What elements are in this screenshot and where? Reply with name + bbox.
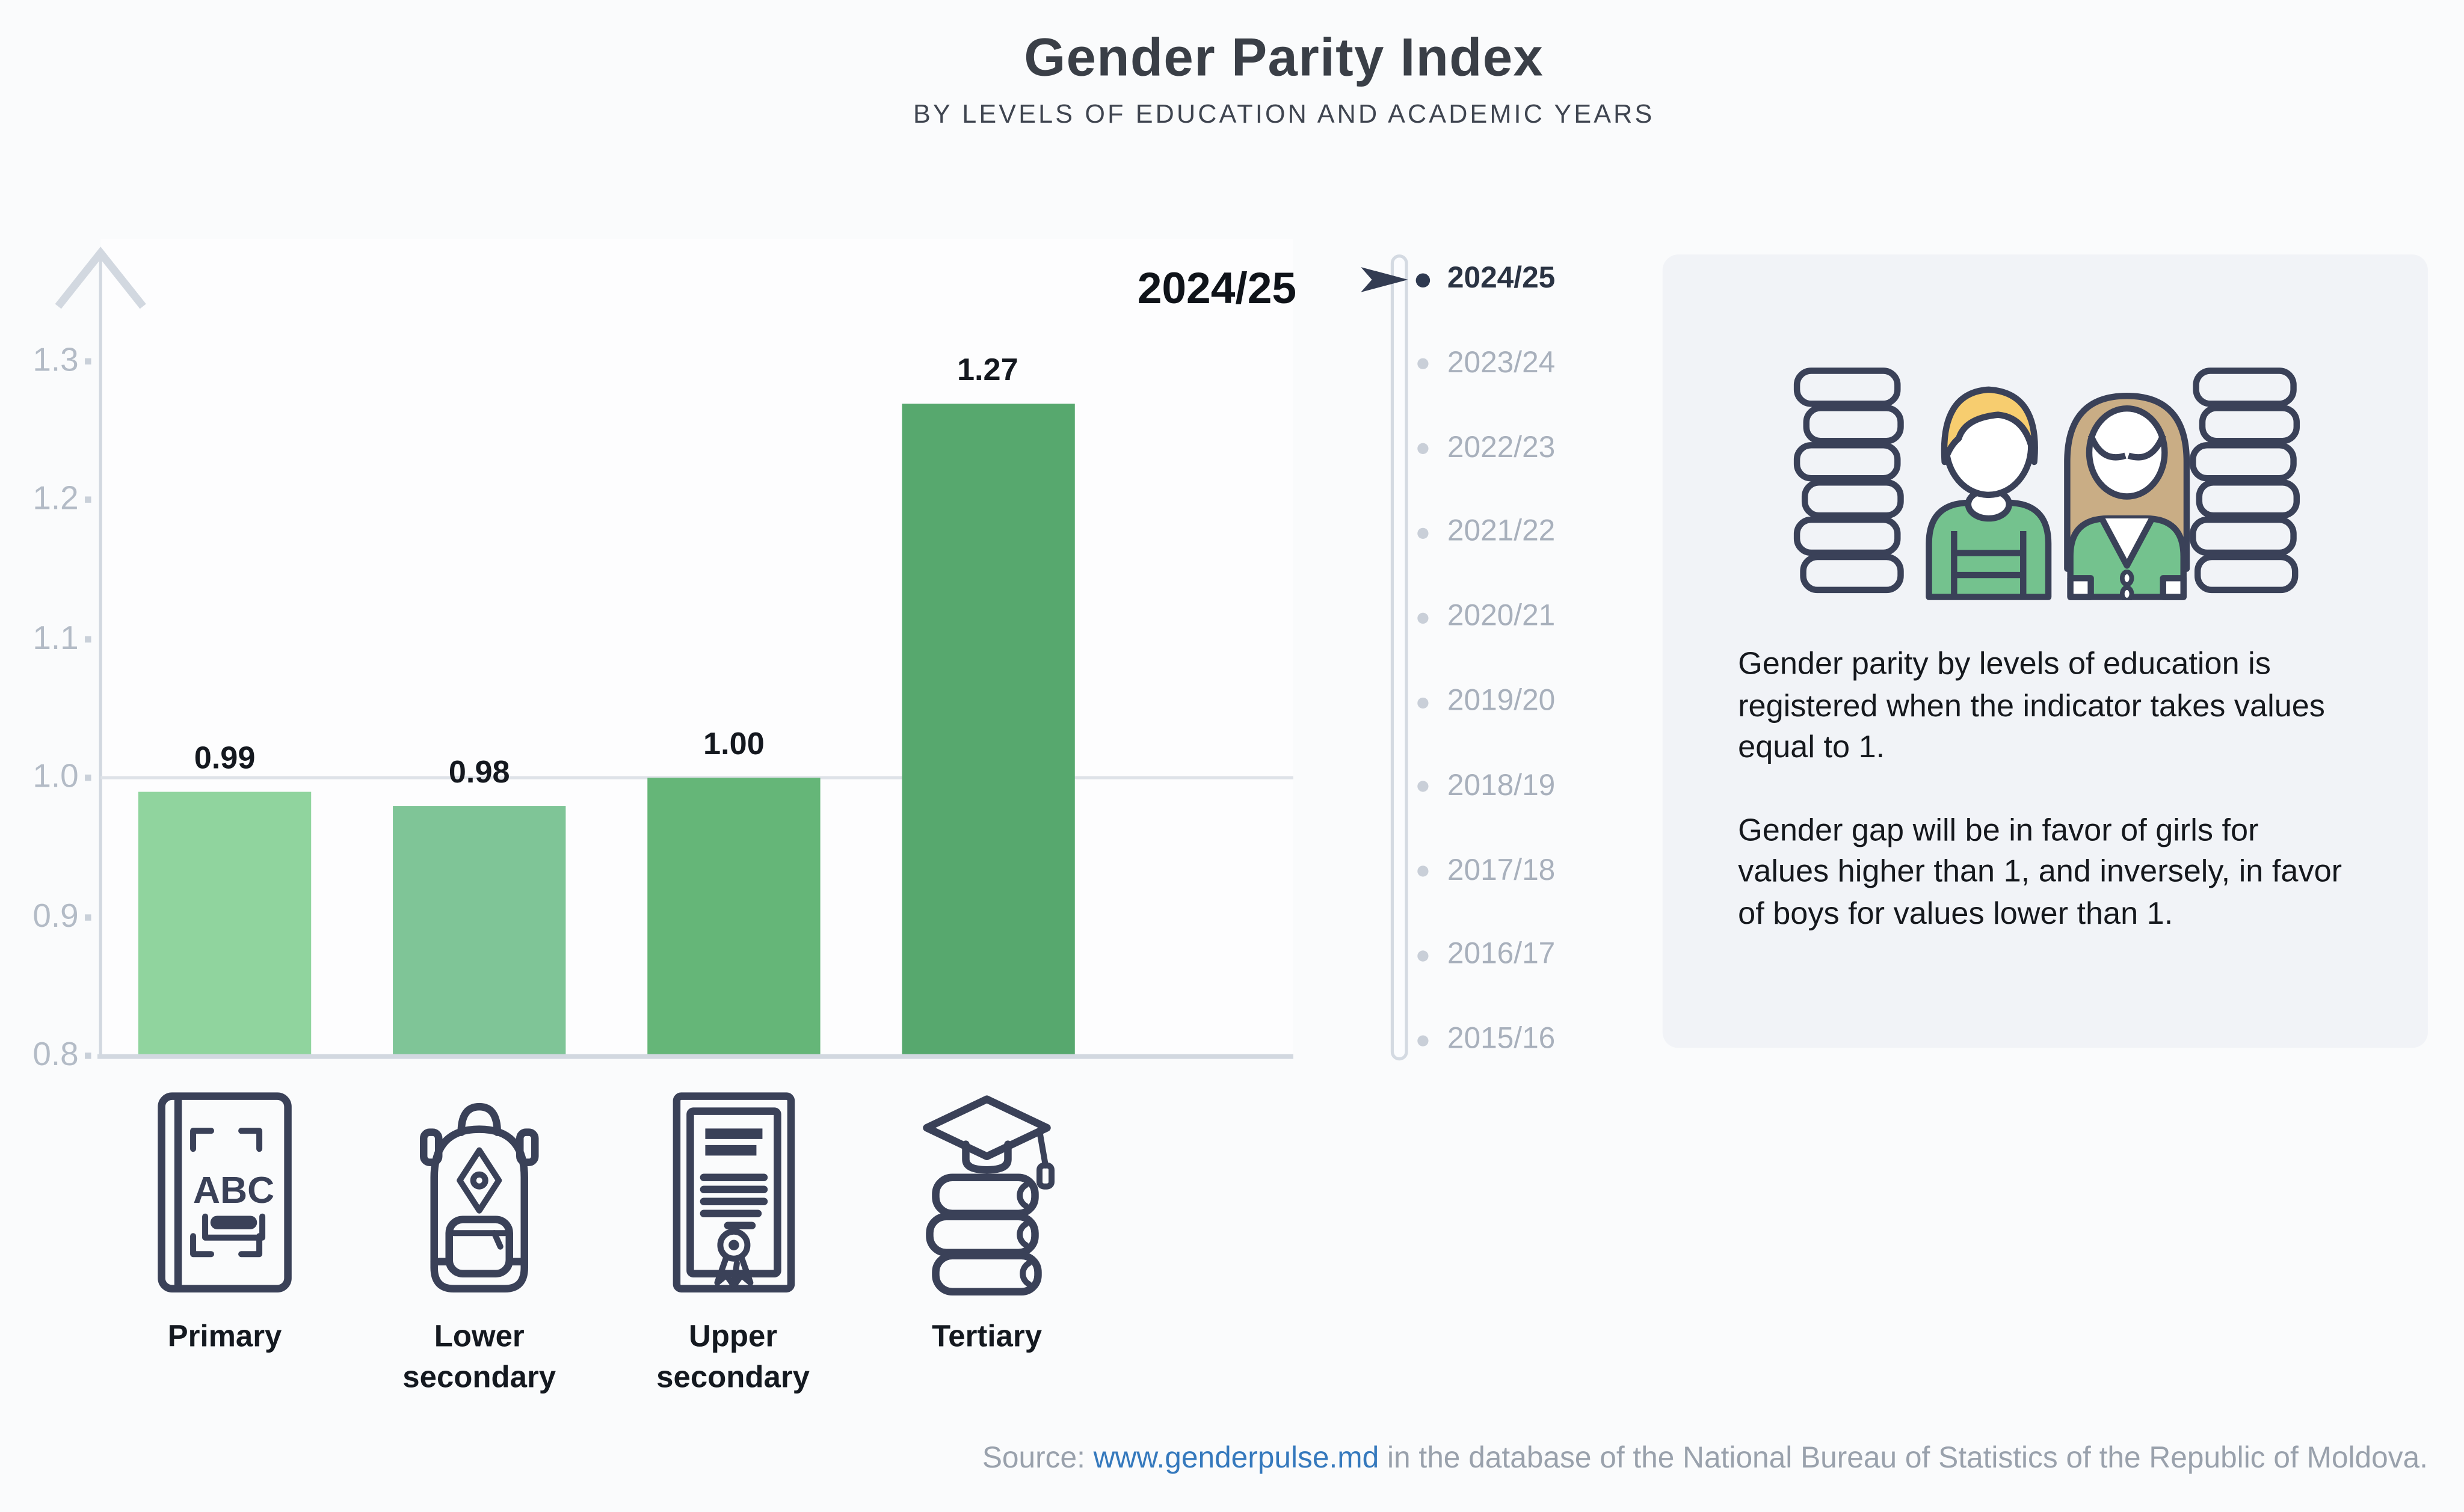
timeline-dot bbox=[1416, 1034, 1428, 1046]
source-suffix: in the database of the National Bureau o… bbox=[1379, 1442, 2428, 1475]
graduation-books-icon bbox=[885, 1078, 1089, 1298]
page-subtitle: BY LEVELS OF EDUCATION AND ACADEMIC YEAR… bbox=[913, 100, 1655, 129]
y-tick-mark bbox=[85, 775, 91, 781]
timeline-year-label: 2022/23 bbox=[1447, 431, 1556, 465]
source-line: Source: www.genderpulse.md in the databa… bbox=[982, 1442, 2428, 1477]
bar-value-label: 1.00 bbox=[703, 728, 765, 763]
timeline-year[interactable]: 2024/25 bbox=[1348, 259, 1615, 300]
bar-value-label: 0.98 bbox=[448, 755, 510, 790]
students-books-illustration bbox=[1793, 367, 2300, 600]
backpack-icon bbox=[377, 1078, 582, 1298]
timeline-dot bbox=[1415, 272, 1429, 287]
category-label-lower-secondary: Lower secondary bbox=[402, 1320, 556, 1395]
timeline-year-label: 2023/24 bbox=[1447, 346, 1556, 380]
timeline-year-label: 2016/17 bbox=[1447, 938, 1556, 972]
timeline-dot bbox=[1416, 443, 1428, 455]
timeline-year[interactable]: 2022/23 bbox=[1348, 428, 1615, 469]
svg-text:ABC: ABC bbox=[193, 1169, 274, 1211]
y-tick-mark bbox=[85, 636, 91, 642]
timeline-year-label: 2019/20 bbox=[1447, 684, 1556, 718]
y-tick-mark bbox=[85, 497, 91, 503]
timeline-dot bbox=[1416, 950, 1428, 962]
category-label-upper-secondary: Upper secondary bbox=[656, 1320, 810, 1395]
bar-value-label: 1.27 bbox=[956, 352, 1018, 387]
timeline-year[interactable]: 2015/16 bbox=[1348, 1020, 1615, 1061]
bar-upper-secondary bbox=[647, 778, 821, 1056]
timeline-dot bbox=[1416, 612, 1428, 624]
timeline-cursor-icon bbox=[1361, 267, 1408, 292]
timeline-year-label: 2018/19 bbox=[1447, 769, 1556, 803]
y-tick-mark bbox=[85, 1053, 91, 1059]
source-link[interactable]: www.genderpulse.md bbox=[1093, 1442, 1379, 1475]
timeline-year[interactable]: 2023/24 bbox=[1348, 344, 1615, 385]
bar-tertiary bbox=[901, 403, 1074, 1056]
timeline-dot bbox=[1416, 781, 1428, 793]
y-tick-mark bbox=[85, 914, 91, 920]
y-axis bbox=[98, 253, 102, 1056]
bar-group-lower-secondary: 0.98 bbox=[393, 0, 566, 1056]
bar-value-label: 0.99 bbox=[194, 742, 256, 776]
timeline-year-label: 2021/22 bbox=[1447, 515, 1556, 549]
y-tick-mark bbox=[85, 358, 91, 365]
timeline-dot bbox=[1416, 527, 1428, 539]
source-prefix: Source: bbox=[982, 1442, 1094, 1475]
timeline-dot bbox=[1416, 865, 1428, 877]
bar-primary bbox=[138, 791, 312, 1056]
category-label-primary: Primary bbox=[167, 1320, 282, 1354]
info-paragraph-2: Gender gap will be in favor of girls for… bbox=[1738, 813, 2342, 931]
bar-group-tertiary: 1.27 bbox=[901, 0, 1074, 1056]
timeline-dot bbox=[1416, 696, 1428, 708]
y-tick-label: 1.1 bbox=[32, 620, 79, 657]
timeline-track[interactable] bbox=[1390, 254, 1408, 1061]
y-tick-label: 1.2 bbox=[32, 481, 79, 518]
category-label-tertiary: Tertiary bbox=[931, 1320, 1043, 1354]
y-tick-label: 0.9 bbox=[32, 898, 79, 935]
bar-group-upper-secondary: 1.00 bbox=[647, 0, 821, 1056]
info-box: Gender parity by levels of education is … bbox=[1662, 254, 2428, 1048]
current-year-label: 2024/25 bbox=[1137, 263, 1297, 313]
bar-group-primary: 0.99 bbox=[138, 0, 312, 1056]
timeline-year-label: 2024/25 bbox=[1447, 262, 1556, 296]
y-tick-label: 1.3 bbox=[32, 342, 79, 379]
abc-book-icon: ABC bbox=[123, 1078, 327, 1298]
timeline-year[interactable]: 2020/21 bbox=[1348, 597, 1615, 638]
timeline-year[interactable]: 2016/17 bbox=[1348, 935, 1615, 976]
page-title: Gender Parity Index bbox=[1024, 28, 1544, 88]
timeline-year[interactable]: 2018/19 bbox=[1348, 766, 1615, 807]
bar-lower-secondary bbox=[393, 805, 566, 1056]
y-tick-label: 0.8 bbox=[32, 1037, 79, 1074]
y-tick-label: 1.0 bbox=[32, 759, 79, 796]
timeline-year[interactable]: 2017/18 bbox=[1348, 851, 1615, 892]
timeline-year[interactable]: 2019/20 bbox=[1348, 682, 1615, 723]
info-paragraph-1: Gender parity by levels of education is … bbox=[1738, 647, 2325, 766]
timeline-year-label: 2020/21 bbox=[1447, 600, 1556, 634]
diploma-icon bbox=[631, 1078, 836, 1298]
header: Gender Parity Index BY LEVELS OF EDUCATI… bbox=[103, 28, 2464, 131]
timeline-year[interactable]: 2021/22 bbox=[1348, 513, 1615, 554]
timeline-year-label: 2017/18 bbox=[1447, 854, 1556, 887]
x-axis-baseline bbox=[97, 1054, 1293, 1059]
gridline-1 bbox=[100, 776, 1293, 779]
timeline-year-label: 2015/16 bbox=[1447, 1023, 1556, 1056]
timeline-dot bbox=[1416, 358, 1428, 370]
